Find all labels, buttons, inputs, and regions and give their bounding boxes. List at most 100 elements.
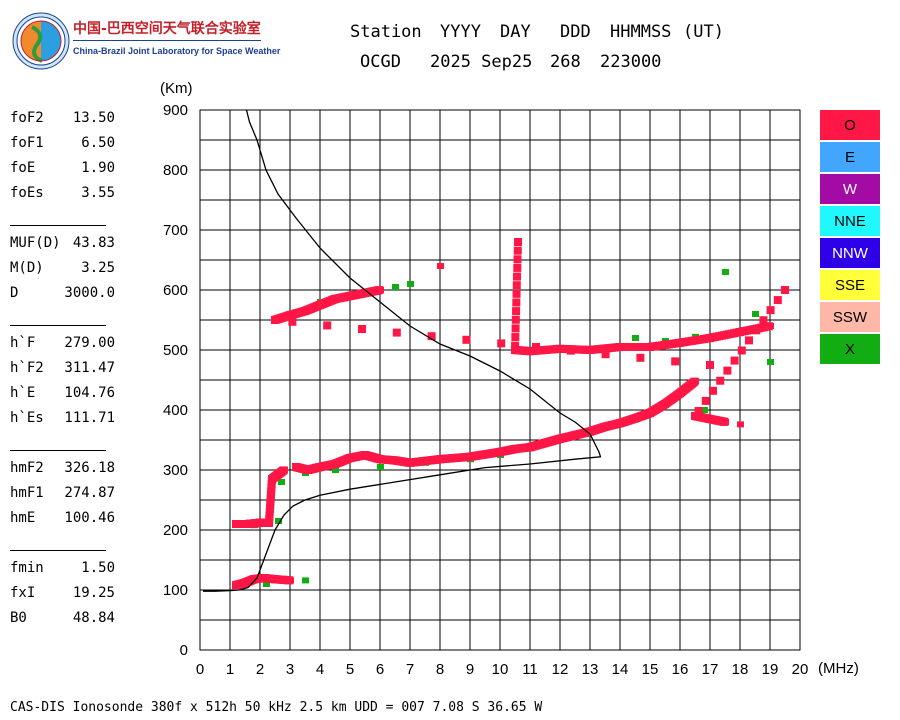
echo-point bbox=[773, 296, 782, 305]
header-station: OCGD bbox=[360, 52, 401, 72]
legend-item-x: X bbox=[820, 334, 880, 364]
echo-point bbox=[285, 576, 294, 585]
echo-point bbox=[722, 269, 729, 275]
param-divider bbox=[10, 225, 106, 226]
echo-point bbox=[323, 321, 332, 330]
echo-point bbox=[723, 366, 732, 375]
header-date: 2025 Sep25 bbox=[430, 52, 533, 72]
header-label-day: DAY bbox=[500, 22, 531, 42]
echo-point bbox=[511, 333, 520, 342]
param-name-hmf1: hmF1 bbox=[10, 485, 44, 501]
param-name-hmf2: hmF2 bbox=[10, 460, 44, 476]
param-value-he: 104.76 bbox=[64, 385, 115, 401]
echo-point bbox=[392, 328, 401, 337]
echo-point bbox=[701, 396, 710, 405]
echo-point bbox=[513, 255, 522, 264]
echo-point bbox=[737, 421, 744, 428]
echo-point bbox=[513, 272, 522, 281]
x-tick-label: 20 bbox=[792, 661, 809, 678]
x-tick-label: 1 bbox=[226, 661, 234, 678]
legend-item-ssw: SSW bbox=[820, 302, 880, 332]
param-value-fof1: 6.50 bbox=[81, 135, 115, 151]
echo-point bbox=[767, 359, 774, 365]
echo-point bbox=[437, 263, 444, 269]
y-tick-label: 700 bbox=[163, 222, 188, 239]
echo-point bbox=[511, 324, 520, 333]
x-tick-label: 10 bbox=[492, 661, 509, 678]
echo-point bbox=[512, 281, 521, 290]
param-value-foes: 3.55 bbox=[81, 185, 115, 201]
echo-point bbox=[632, 335, 639, 341]
x-tick-label: 4 bbox=[316, 661, 324, 678]
param-value-hf2: 311.47 bbox=[64, 360, 115, 376]
echo-point bbox=[716, 376, 725, 385]
echo-point bbox=[375, 286, 384, 295]
x-tick-label: 14 bbox=[612, 661, 629, 678]
y-tick-label: 500 bbox=[163, 342, 188, 359]
echo-point bbox=[709, 386, 717, 395]
param-name-foes: foEs bbox=[10, 185, 44, 201]
echo-point bbox=[462, 335, 471, 344]
y-tick-label: 200 bbox=[163, 522, 188, 539]
logo-title-cn: 中国-巴西空间天气联合实验室 bbox=[73, 21, 261, 37]
x-tick-label: 19 bbox=[762, 661, 779, 678]
x-tick-label: 13 bbox=[582, 661, 599, 678]
x-tick-label: 8 bbox=[436, 661, 444, 678]
y-axis-label: (Km) bbox=[160, 80, 193, 97]
globe-logo-icon bbox=[12, 12, 70, 70]
echo-point bbox=[358, 325, 366, 333]
x-tick-label: 0 bbox=[196, 661, 204, 678]
param-value-d: 3000.0 bbox=[64, 285, 115, 301]
param-name-fof1: foF1 bbox=[10, 135, 44, 151]
param-name-fxi: fxI bbox=[10, 585, 36, 601]
y-tick-label: 800 bbox=[163, 162, 188, 179]
param-value-hmf1: 274.87 bbox=[64, 485, 115, 501]
legend-item-o: O bbox=[820, 110, 880, 140]
echo-point bbox=[512, 289, 521, 298]
param-value-foe: 1.90 bbox=[81, 160, 115, 176]
header-label-year: YYYY bbox=[440, 22, 481, 42]
echo-point bbox=[701, 407, 708, 413]
echo-point bbox=[730, 356, 739, 365]
echo-point bbox=[766, 306, 775, 315]
echo-point bbox=[302, 577, 309, 584]
param-value-fxi: 19.25 bbox=[72, 585, 115, 601]
header-label-station: Station bbox=[350, 22, 422, 42]
param-name-hes: h`Es bbox=[10, 410, 44, 426]
param-value-fmin: 1.50 bbox=[81, 560, 115, 576]
param-value-hme: 100.46 bbox=[64, 510, 115, 526]
echo-point bbox=[511, 315, 520, 324]
echo-point bbox=[275, 518, 282, 524]
x-tick-label: 12 bbox=[552, 661, 569, 678]
echo-point bbox=[263, 581, 270, 587]
echo-point bbox=[407, 281, 414, 287]
legend-item-sse: SSE bbox=[820, 270, 880, 300]
echo-point bbox=[512, 298, 521, 307]
echo-point bbox=[671, 357, 680, 366]
echo-point bbox=[752, 311, 759, 317]
echo-point bbox=[636, 353, 645, 362]
y-tick-label: 300 bbox=[163, 462, 188, 479]
y-tick-label: 900 bbox=[163, 102, 188, 119]
echo-point bbox=[737, 346, 746, 355]
x-tick-label: 11 bbox=[522, 661, 538, 678]
header-label-time: HHMMSS bbox=[610, 22, 672, 42]
echo-point bbox=[512, 307, 521, 316]
echo-point bbox=[497, 339, 506, 348]
echo-point bbox=[392, 284, 399, 290]
echo-point bbox=[288, 317, 297, 326]
y-tick-label: 600 bbox=[163, 282, 188, 299]
param-name-fmin: fmin bbox=[10, 560, 44, 576]
param-divider bbox=[10, 325, 106, 326]
echo-point bbox=[764, 322, 773, 331]
param-value-md: 3.25 bbox=[81, 260, 115, 276]
echo-point bbox=[264, 518, 273, 527]
echo-point bbox=[690, 377, 699, 386]
param-name-he: h`E bbox=[10, 385, 36, 401]
echo-point bbox=[601, 350, 610, 359]
header-label-doy: DDD bbox=[560, 22, 591, 42]
x-tick-label: 15 bbox=[642, 661, 659, 678]
echo-point bbox=[513, 263, 522, 272]
param-name-hme: hmE bbox=[10, 510, 36, 526]
